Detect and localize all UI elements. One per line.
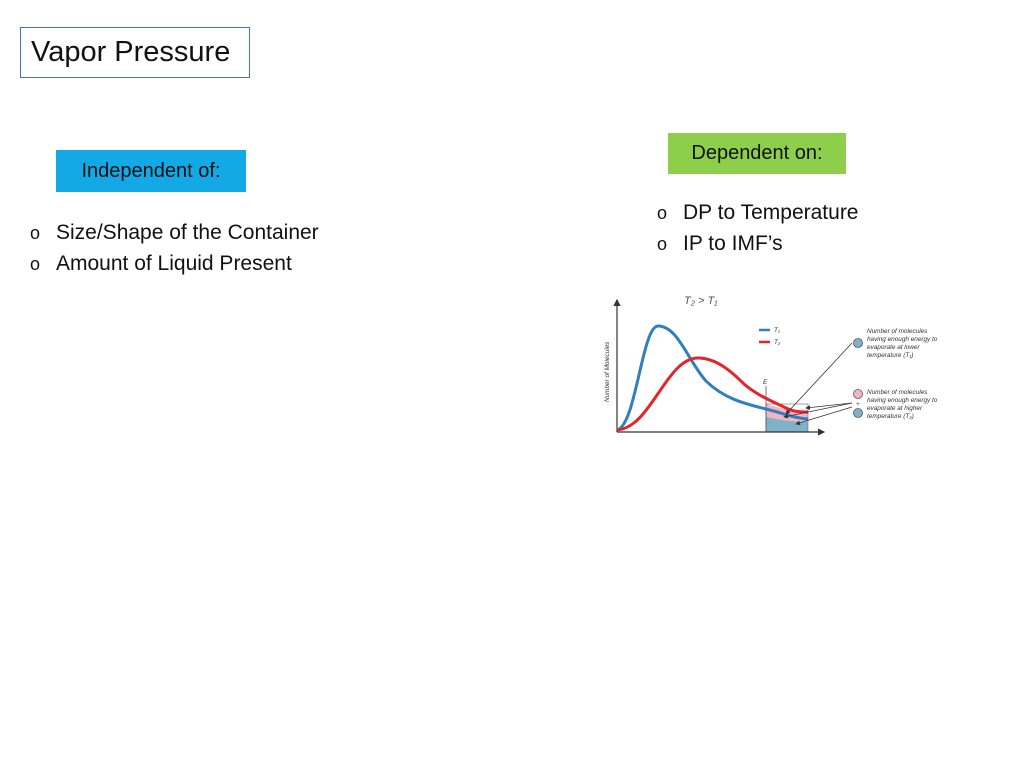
list-item: o Amount of Liquid Present [30, 248, 319, 279]
arrow-higher-a [783, 402, 853, 419]
list-item-text: Size/Shape of the Container [56, 221, 319, 244]
arrow-higher-b [805, 402, 853, 410]
bullet-marker: o [657, 203, 668, 223]
note-lower: Number of molecules having enough energy… [867, 328, 939, 359]
energy-threshold-label: E [763, 379, 768, 386]
dependent-on-label: Dependent on: [668, 133, 846, 174]
y-axis-label: Number of Molecules [604, 341, 611, 402]
independent-list: o Size/Shape of the Container o Amount of … [30, 217, 319, 279]
t2-marker-circle [853, 389, 863, 399]
list-item: o DP to Temperature [657, 197, 859, 228]
list-item-text: IP to IMF’s [683, 232, 783, 255]
arrow-higher-c [795, 406, 853, 426]
list-item: o IP to IMF’s [657, 228, 859, 259]
t1-curve [616, 324, 809, 432]
maxwell-boltzmann-figure: E Number of Molecules T₂ > T₁ T₁ T₂ + Nu… [596, 286, 946, 441]
dependent-list: o DP to Temperature o IP to IMF’s [657, 197, 859, 259]
bullet-marker: o [657, 234, 668, 254]
t2-curve [616, 356, 809, 432]
list-item: o Size/Shape of the Container [30, 217, 319, 248]
note-higher: Number of molecules having enough energy… [867, 389, 939, 420]
independent-of-label: Independent of: [56, 150, 246, 192]
legend-t2-label: T₂ [774, 339, 781, 346]
bullet-marker: o [30, 223, 41, 243]
figure-heading: T₂ > T₁ [684, 295, 718, 307]
bullet-marker: o [30, 254, 41, 274]
t1-marker-circle-2 [853, 408, 863, 418]
plus-sign: + [856, 401, 860, 408]
list-item-text: DP to Temperature [683, 201, 859, 224]
legend-t1-label: T₁ [774, 327, 780, 334]
t1-tail-area [766, 417, 808, 432]
arrow-lower [785, 342, 853, 415]
t1-marker-circle [853, 338, 863, 348]
distribution-diagram: E Number of Molecules T₂ > T₁ T₁ T₂ + Nu… [604, 295, 939, 436]
list-item-text: Amount of Liquid Present [56, 252, 292, 275]
slide-title: Vapor Pressure [20, 27, 250, 78]
